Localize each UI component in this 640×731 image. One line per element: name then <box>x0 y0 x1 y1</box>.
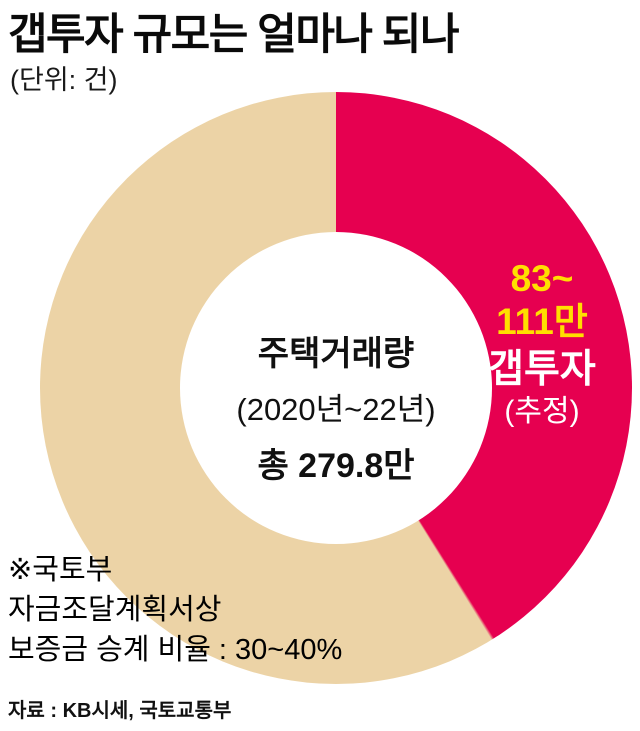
gap-range-value: 83~ 111만 <box>448 258 636 343</box>
gap-range-line2: 111만 <box>496 300 588 342</box>
annotation-line: 자금조달계획서상 <box>8 594 222 627</box>
gap-range-line1: 83~ <box>510 258 574 299</box>
unit-label: (단위: 건) <box>10 65 118 95</box>
gap-segment-name: 갭투자 <box>488 348 596 392</box>
page-title: 갭투자 규모는 얼마나 되나 <box>8 11 460 59</box>
gap-segment-qualifier: (추정) <box>504 394 580 428</box>
donut-center: 주택거래량 (2020년~22년) 총 279.8만 <box>180 232 492 544</box>
gap-segment-label: 83~ 111만 갭투자 (추정) <box>448 258 636 429</box>
annotation-note: ※국토부 자금조달계획서상 보증금 승계 비율 : 30~40% <box>8 550 342 670</box>
annotation-line: ※국토부 <box>8 554 113 586</box>
center-total-value: 총 279.8만 <box>257 446 415 485</box>
annotation-line: 보증금 승계 비율 : 30~40% <box>8 634 343 667</box>
center-period-label: (2020년~22년) <box>236 391 436 427</box>
source-label: 자료 : KB시세, 국토교통부 <box>8 700 232 722</box>
center-total-label: 주택거래량 <box>257 334 415 373</box>
donut-chart: 주택거래량 (2020년~22년) 총 279.8만 <box>40 92 632 684</box>
